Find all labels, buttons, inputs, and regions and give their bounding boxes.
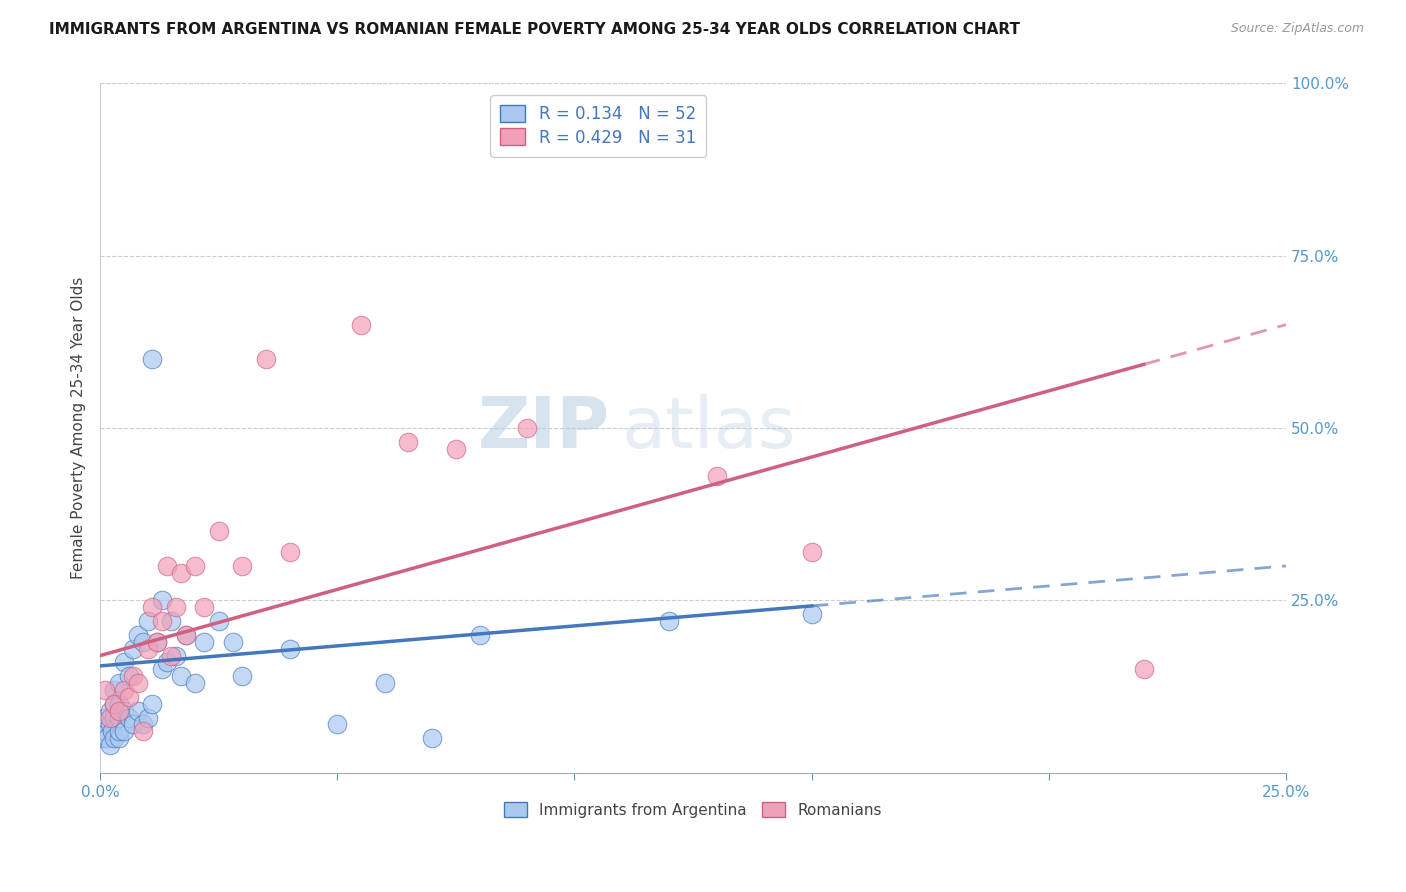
- Point: [96, 731, 118, 746]
- Point: [127, 628, 149, 642]
- Text: IMMIGRANTS FROM ARGENTINA VS ROMANIAN FEMALE POVERTY AMONG 25-34 YEAR OLDS CORRE: IMMIGRANTS FROM ARGENTINA VS ROMANIAN FE…: [49, 22, 1021, 37]
- Point: [174, 628, 197, 642]
- Point: [103, 710, 125, 724]
- Point: [136, 710, 159, 724]
- Point: [132, 717, 155, 731]
- Point: [706, 469, 728, 483]
- Point: [155, 656, 177, 670]
- Point: [170, 566, 193, 580]
- Point: [103, 697, 125, 711]
- Point: [374, 676, 396, 690]
- Point: [141, 697, 163, 711]
- Point: [420, 731, 443, 746]
- Point: [155, 558, 177, 573]
- Point: [112, 683, 135, 698]
- Point: [165, 600, 187, 615]
- Point: [468, 628, 491, 642]
- Point: [170, 669, 193, 683]
- Point: [122, 717, 145, 731]
- Point: [112, 704, 135, 718]
- Point: [278, 641, 301, 656]
- Point: [108, 724, 131, 739]
- Point: [108, 697, 131, 711]
- Point: [94, 683, 117, 698]
- Text: Source: ZipAtlas.com: Source: ZipAtlas.com: [1230, 22, 1364, 36]
- Point: [350, 318, 373, 332]
- Point: [132, 634, 155, 648]
- Point: [127, 704, 149, 718]
- Point: [108, 704, 131, 718]
- Point: [112, 656, 135, 670]
- Point: [108, 676, 131, 690]
- Point: [141, 600, 163, 615]
- Point: [174, 628, 197, 642]
- Point: [98, 738, 121, 752]
- Point: [193, 634, 215, 648]
- Point: [516, 421, 538, 435]
- Point: [150, 662, 173, 676]
- Point: [146, 634, 169, 648]
- Point: [117, 710, 139, 724]
- Point: [98, 717, 121, 731]
- Point: [117, 669, 139, 683]
- Point: [160, 648, 183, 663]
- Point: [231, 558, 253, 573]
- Point: [103, 731, 125, 746]
- Point: [800, 607, 823, 622]
- Point: [184, 676, 207, 690]
- Point: [278, 545, 301, 559]
- Point: [94, 710, 117, 724]
- Point: [136, 614, 159, 628]
- Point: [150, 593, 173, 607]
- Point: [800, 545, 823, 559]
- Point: [98, 710, 121, 724]
- Point: [108, 710, 131, 724]
- Point: [146, 634, 169, 648]
- Point: [254, 352, 277, 367]
- Point: [132, 724, 155, 739]
- Point: [160, 614, 183, 628]
- Point: [101, 724, 124, 739]
- Point: [117, 690, 139, 704]
- Point: [141, 352, 163, 367]
- Point: [658, 614, 681, 628]
- Point: [184, 558, 207, 573]
- Point: [122, 641, 145, 656]
- Legend: Immigrants from Argentina, Romanians: Immigrants from Argentina, Romanians: [498, 796, 889, 823]
- Point: [150, 614, 173, 628]
- Point: [208, 524, 231, 539]
- Y-axis label: Female Poverty Among 25-34 Year Olds: Female Poverty Among 25-34 Year Olds: [72, 277, 86, 579]
- Point: [91, 731, 114, 746]
- Point: [136, 641, 159, 656]
- Point: [165, 648, 187, 663]
- Point: [208, 614, 231, 628]
- Point: [326, 717, 349, 731]
- Point: [122, 669, 145, 683]
- Point: [103, 697, 125, 711]
- Point: [444, 442, 467, 456]
- Point: [94, 724, 117, 739]
- Point: [222, 634, 245, 648]
- Text: atlas: atlas: [621, 393, 796, 463]
- Point: [193, 600, 215, 615]
- Point: [108, 731, 131, 746]
- Point: [1132, 662, 1154, 676]
- Point: [112, 724, 135, 739]
- Point: [398, 434, 420, 449]
- Point: [231, 669, 253, 683]
- Point: [103, 683, 125, 698]
- Text: ZIP: ZIP: [478, 393, 610, 463]
- Point: [127, 676, 149, 690]
- Point: [98, 704, 121, 718]
